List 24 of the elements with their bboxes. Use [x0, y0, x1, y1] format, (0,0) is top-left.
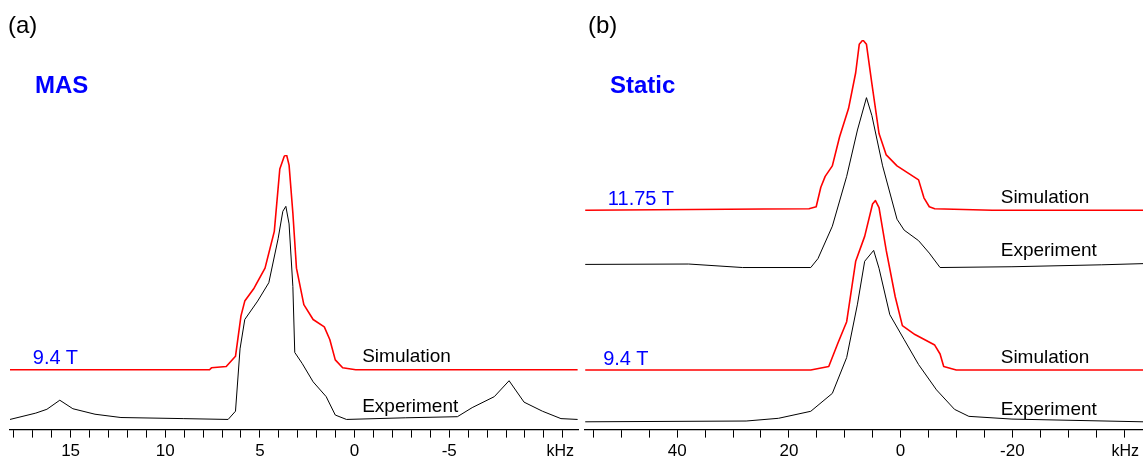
x-axis-title: kHz — [1111, 442, 1139, 460]
series-label: Simulation — [362, 345, 451, 367]
x-tick-label: 10 — [155, 441, 175, 461]
chart-subtitle: MAS — [35, 70, 89, 98]
chart-title: (b) — [588, 10, 618, 38]
annotation: 9.4 T — [32, 346, 79, 369]
annotation: 11.75 T — [607, 186, 674, 209]
chart-title: (a) — [8, 10, 38, 38]
series-label: Experiment — [1000, 397, 1098, 419]
x-axis-title: kHz — [546, 442, 574, 460]
series-label: Experiment — [362, 395, 459, 417]
annotation: 9.4 T — [603, 346, 649, 369]
x-tick-label: -20 — [1000, 441, 1025, 461]
x-tick-label: 0 — [349, 441, 360, 461]
x-tick-label: 40 — [667, 441, 687, 461]
text: Static — [610, 70, 676, 98]
series-label: Simulation — [1000, 185, 1090, 207]
x-tick-label: 5 — [255, 441, 265, 461]
x-tick-label: 15 — [61, 441, 81, 461]
series-label: Experiment — [1000, 239, 1098, 261]
series-label: Simulation — [1000, 345, 1090, 367]
x-tick-label: 0 — [895, 441, 906, 461]
x-tick-label: 20 — [779, 441, 799, 461]
x-tick-label: -5 — [441, 441, 457, 461]
